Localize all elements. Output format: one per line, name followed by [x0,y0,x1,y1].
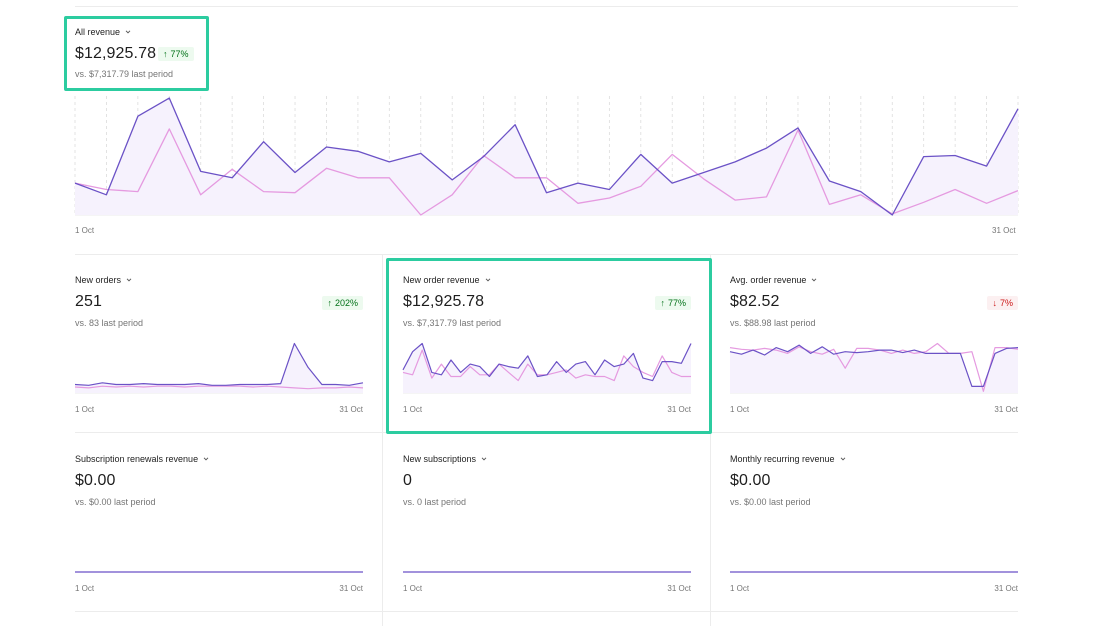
card-value: $12,925.78 [403,293,485,310]
previous-period-line [74,128,1019,216]
series-area [403,343,691,393]
new-orders-title-dropdown[interactable]: New orders [75,275,133,285]
series-area [730,345,1018,393]
x-axis-end-label: 31 Oct [994,584,1018,593]
chevron-down-icon [840,457,845,461]
series-area [75,98,1018,215]
new-order-revenue-card: New order revenue $12,925.78 vs. $7,317.… [402,275,692,415]
chevron-down-icon [203,457,209,461]
card-value: $12,925.78 [75,45,157,62]
card-value: 251 [75,293,102,310]
card-value: $82.52 [730,293,780,310]
delta-value: 7% [999,298,1013,308]
current-period-line [729,344,1019,387]
x-axis-start-label: 1 Oct [403,405,423,414]
card-compare-text: vs. $88.98 last period [730,318,816,328]
card-title: Avg. order revenue [730,275,807,285]
delta-value: 77% [667,298,686,308]
subscription-renewals-revenue-chart[interactable] [75,520,363,580]
x-axis-start-label: 1 Oct [730,584,750,593]
new-subscriptions-title-dropdown[interactable]: New subscriptions [403,454,488,464]
card-compare-text: vs. $7,317.79 last period [403,318,502,328]
delta-value: 202% [334,298,358,308]
x-axis-end-label: 31 Oct [339,405,363,414]
card-compare-text: vs. 0 last period [403,497,467,507]
row-divider [75,432,1018,433]
column-divider [710,254,711,626]
card-value: 0 [403,472,412,489]
card-compare-text: vs. $7,317.79 last period [75,69,174,79]
x-axis-end-label: 31 Oct [339,584,363,593]
section-divider [75,254,1018,255]
x-axis-start-label: 1 Oct [75,226,95,235]
series-area [75,343,363,393]
arrow-down-icon: ↓ [992,298,997,308]
all-revenue-title-dropdown[interactable]: All revenue [75,27,132,37]
chevron-down-icon [812,278,817,282]
card-value: $0.00 [75,472,116,489]
card-compare-text: vs. 83 last period [75,318,144,328]
chevron-down-icon [485,278,490,282]
card-title: New orders [75,275,122,285]
current-period-line [74,97,1019,216]
x-axis-start-label: 1 Oct [75,584,95,593]
chevron-down-icon [481,457,487,461]
monthly-recurring-revenue-title-dropdown[interactable]: Monthly recurring revenue [730,454,847,464]
delta-badge: ↓ 7% [987,296,1018,310]
previous-period-line [729,342,1019,392]
arrow-up-icon: ↑ [163,49,168,59]
new-order-revenue-chart[interactable] [402,341,692,401]
chevron-down-icon [125,30,131,34]
avg-order-revenue-card: Avg. order revenue $82.52 vs. $88.98 las… [729,275,1019,415]
monthly-recurring-revenue-card: Monthly recurring revenue $0.00 vs. $0.0… [730,454,1018,594]
bottom-divider [75,611,1018,612]
x-axis-end-label: 31 Oct [667,405,691,414]
delta-badge: ↑ 77% [158,47,194,61]
top-divider [75,6,1018,7]
new-orders-chart[interactable] [74,341,364,401]
avg-order-revenue-title-dropdown[interactable]: Avg. order revenue [730,275,818,285]
x-axis-start-label: 1 Oct [75,405,95,414]
card-compare-text: vs. $0.00 last period [75,497,156,507]
new-subscriptions-card: New subscriptions 0 vs. 0 last period 1 … [403,454,691,594]
arrow-up-icon: ↑ [327,298,332,308]
x-axis-start-label: 1 Oct [403,584,423,593]
delta-badge: ↑ 202% [322,296,363,310]
subscription-renewals-revenue-title-dropdown[interactable]: Subscription renewals revenue [75,454,210,464]
all-revenue-chart[interactable] [74,96,1019,221]
previous-period-line [74,385,364,390]
current-period-line [74,342,364,386]
x-axis-end-label: 31 Oct [994,405,1018,414]
x-axis-end-label: 31 Oct [667,584,691,593]
x-axis-start-label: 1 Oct [730,405,750,414]
new-order-revenue-title-dropdown[interactable]: New order revenue [403,275,492,285]
new-subscriptions-chart[interactable] [403,520,691,580]
delta-badge: ↑ 77% [655,296,691,310]
column-divider [382,254,383,626]
arrow-up-icon: ↑ [660,298,665,308]
delta-value: 77% [170,49,189,59]
card-title: Subscription renewals revenue [75,454,199,464]
chevron-down-icon [126,278,132,282]
subscription-renewals-revenue-card: Subscription renewals revenue $0.00 vs. … [75,454,363,594]
card-compare-text: vs. $0.00 last period [730,497,811,507]
current-period-line [402,342,692,382]
card-title: New subscriptions [403,454,477,464]
card-title: Monthly recurring revenue [730,454,835,464]
card-title: All revenue [75,27,121,37]
avg-order-revenue-chart[interactable] [729,341,1019,401]
x-axis-end-label: 31 Oct [992,226,1016,235]
card-value: $0.00 [730,472,771,489]
new-orders-card: New orders 251 vs. 83 last period ↑ 202% … [74,275,364,415]
card-title: New order revenue [403,275,480,285]
monthly-recurring-revenue-chart[interactable] [730,520,1018,580]
